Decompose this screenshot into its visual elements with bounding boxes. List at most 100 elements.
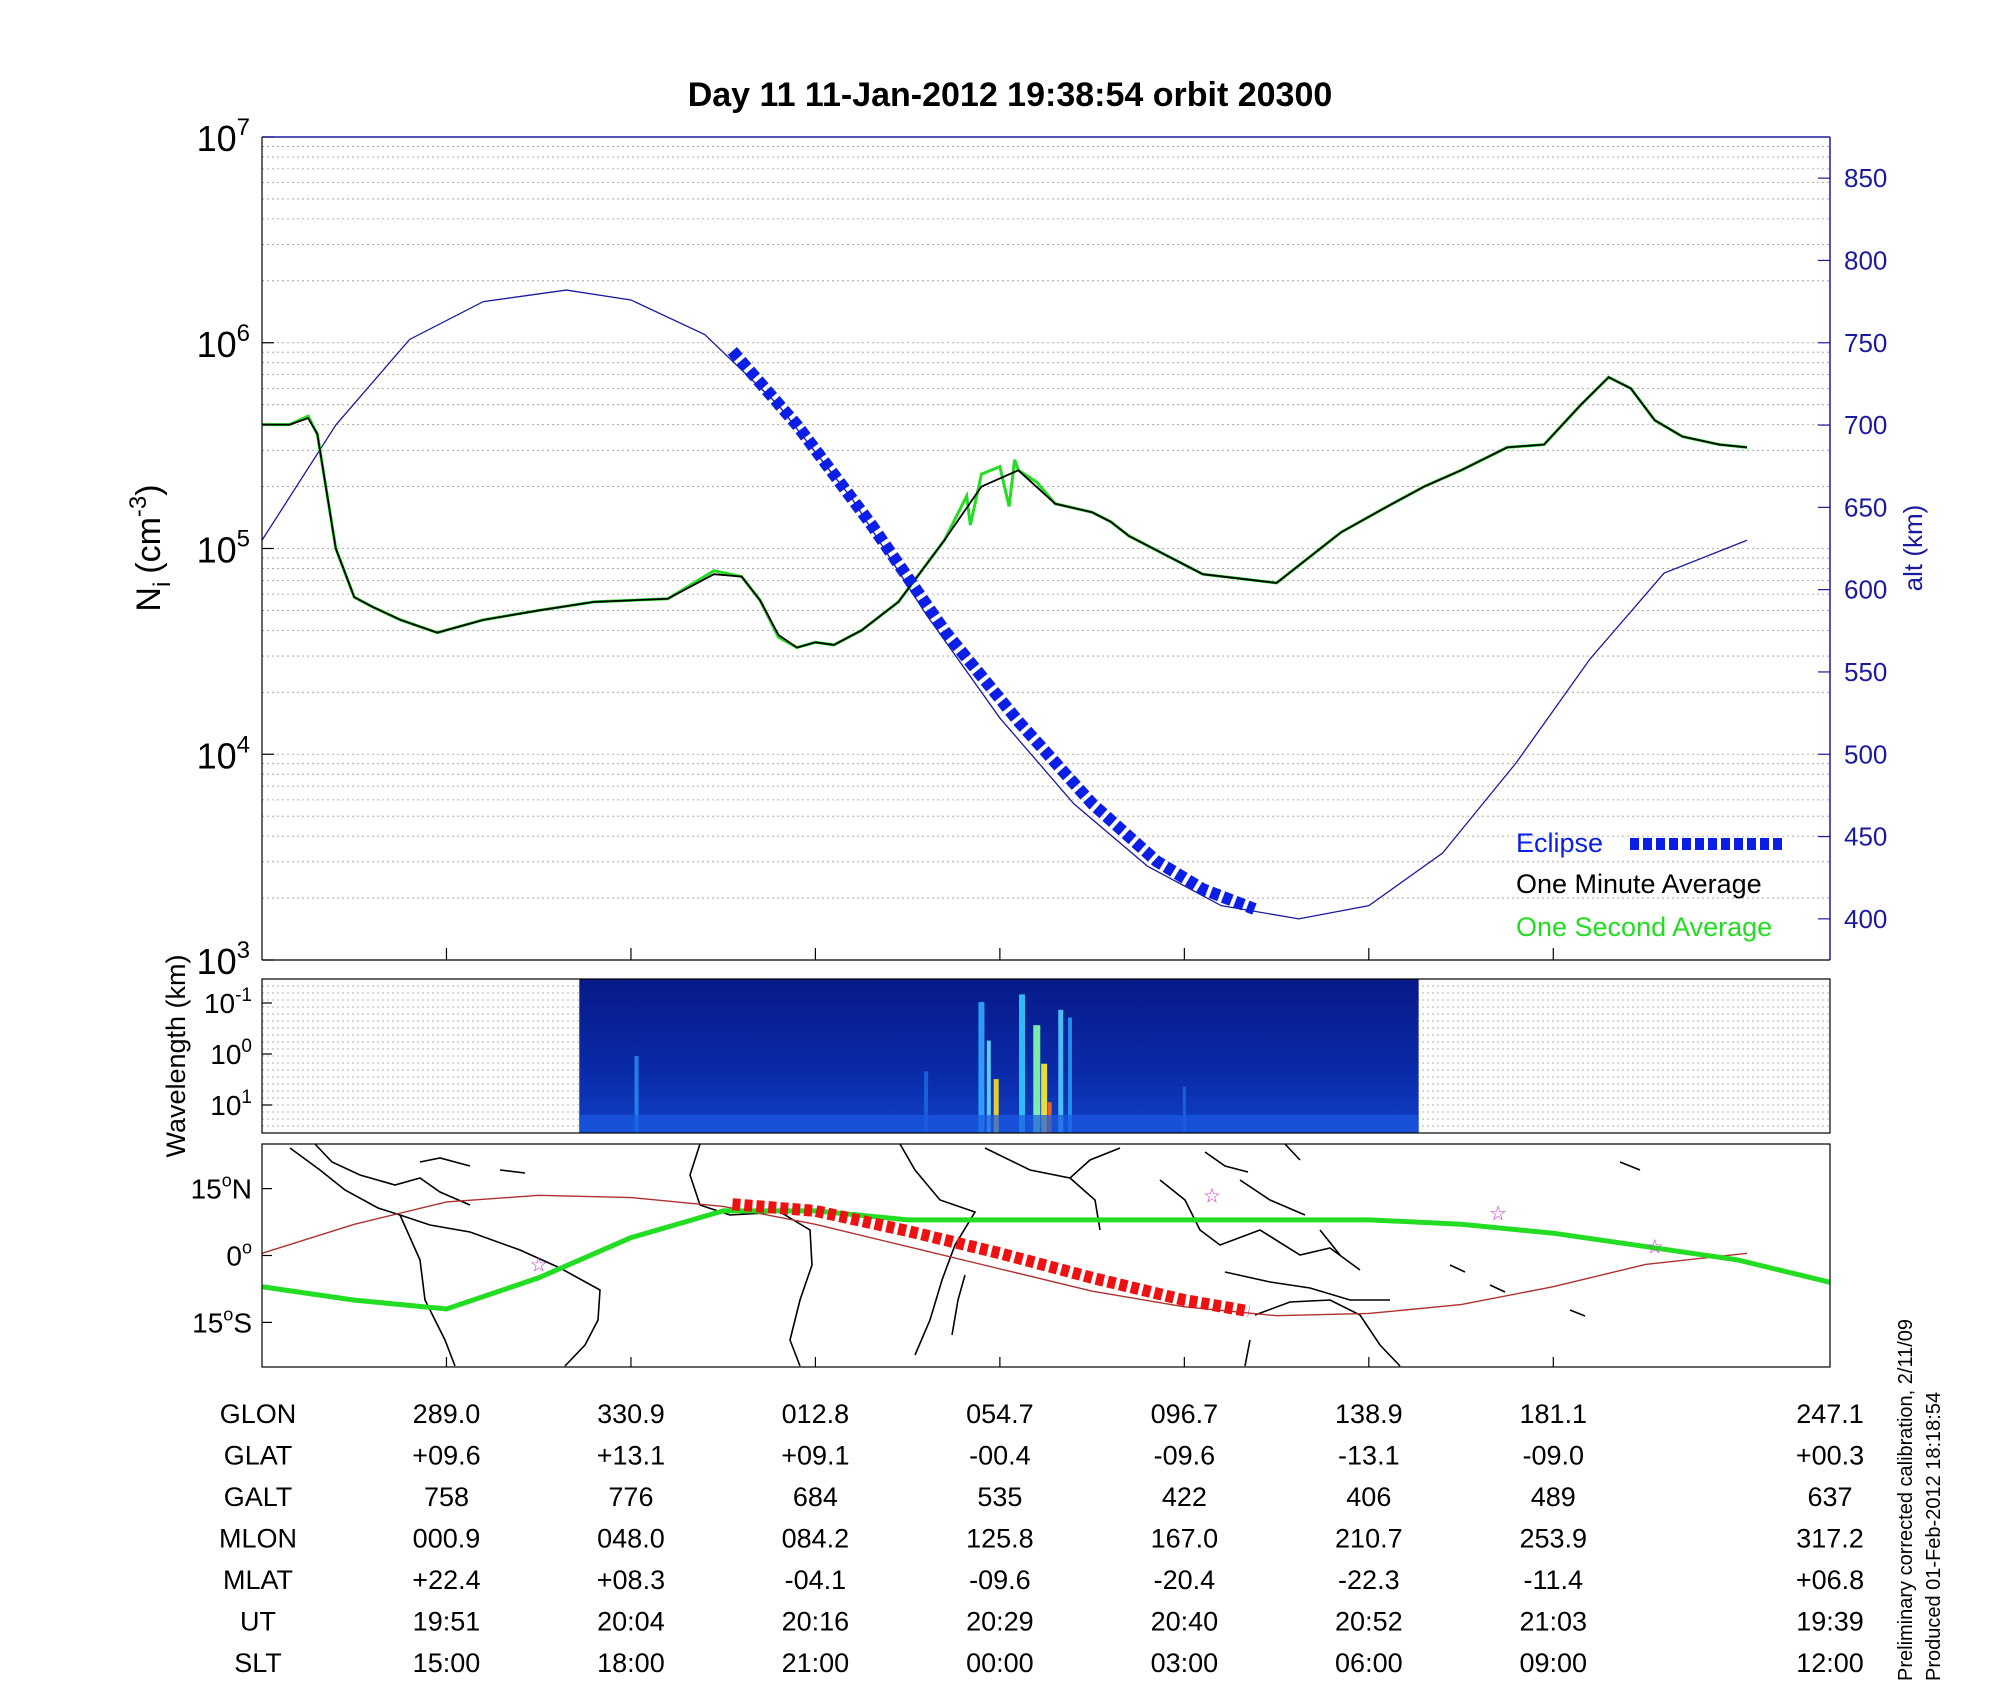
altitude-tick-label: 700 [1844,410,1887,440]
ephemeris-cell: 167.0 [1151,1524,1219,1554]
spectrogram-streak [924,1071,929,1133]
spectrogram-streak [1041,1063,1048,1133]
ephemeris-row-label: GALT [224,1482,293,1512]
ephemeris-cell: 330.9 [597,1399,665,1429]
ephemeris-cell: 758 [424,1482,469,1512]
density-y-label-main: N [130,587,168,612]
altitude-tick-label: 600 [1844,575,1887,605]
ephemeris-cell: 181.1 [1520,1399,1588,1429]
ephemeris-row-label: GLAT [224,1441,293,1471]
ephemeris-cell: 422 [1162,1482,1207,1512]
ephemeris-cell: -09.6 [969,1565,1031,1595]
altitude-axis: 400 450 500 550 600 650 700 750 800 850 [1818,163,1887,934]
density-y-axis: 103 104 105 106 107 [197,114,274,982]
ephemeris-cell: +09.1 [781,1441,849,1471]
ephemeris-cell: -04.1 [785,1565,847,1595]
legend-one-minute-label: One Minute Average [1516,869,1762,899]
legend-eclipse-label: Eclipse [1516,828,1603,858]
magnetic-equator-line [261,1208,1831,1312]
spectrogram-y-axis: 10-1 100 101 [204,985,272,1121]
density-panel: 103 104 105 106 107 400 450 500 550 600 650 700 750… [125,114,1928,982]
ephemeris-cell: -13.1 [1338,1441,1400,1471]
density-gridlines [262,146,1830,961]
orbit-track-line [261,1194,1748,1317]
density-y-label-sup: -3 [125,496,152,517]
coastline-south-america-west [399,1214,456,1367]
density-y-label-unit: (cm [130,517,168,574]
station-star-marker: ☆ [1489,1203,1507,1225]
ephemeris-cell: 535 [977,1482,1022,1512]
ephemeris-cell: 12:00 [1796,1648,1864,1678]
ephemeris-cell: 00:00 [966,1648,1034,1678]
altitude-tick-label: 850 [1844,163,1887,193]
ephemeris-cell: 684 [793,1482,838,1512]
ephemeris-cell: -20.4 [1154,1565,1216,1595]
spectrogram-streak [978,1002,985,1133]
ephemeris-cell: -11.4 [1524,1565,1584,1595]
ephemeris-cell: 637 [1807,1482,1852,1512]
ephemeris-cell: 18:00 [597,1648,665,1678]
ephemeris-cell: 096.7 [1151,1399,1219,1429]
altitude-tick-label: 750 [1844,328,1887,358]
spectrogram-panel: 10-1 100 101 Wavelength (km) [161,954,1831,1158]
map-y-axis: 15oN 0o 15oS [191,1171,272,1338]
station-star-marker: ☆ [1203,1185,1221,1207]
spectrogram-features [579,994,1419,1133]
coastline-southeast-asia [1159,1179,1361,1271]
ephemeris-cell: +00.3 [1796,1441,1864,1471]
density-y-label-close: ) [130,484,168,495]
ephemeris-cell: 138.9 [1335,1399,1403,1429]
y-tick-label: 103 [197,937,250,982]
spectrogram-y-tick-label: 101 [210,1087,252,1121]
ephemeris-cell: 247.1 [1796,1399,1864,1429]
map-y-tick-label: 15oS [192,1304,252,1338]
density-x-ticks [445,948,1554,960]
map-panel: ☆ ☆ ☆ ☆ 15oN 0o 15oS [191,1143,1831,1368]
ephemeris-cell: 012.8 [782,1399,850,1429]
coastline-north-america [314,1143,471,1206]
ephemeris-row-label: GLON [220,1399,297,1429]
ephemeris-table: GLON 289.0 330.9 012.8 054.7 096.7 138.9 181.1 2… [219,1399,1864,1678]
altitude-tick-label: 650 [1844,492,1887,522]
ephemeris-cell: 489 [1531,1482,1576,1512]
footnote-produced: Produced 01-Feb-2012 18:18:54 [1923,1392,1945,1681]
map-y-tick-label: 15oN [191,1171,252,1205]
spectrogram-streak [1033,1025,1041,1133]
ephemeris-cell: +22.4 [412,1565,480,1595]
ephemeris-cell: 09:00 [1520,1648,1588,1678]
density-y-label-sub: i [149,582,176,587]
ephemeris-cell: 253.9 [1520,1524,1588,1554]
density-series [261,289,1748,920]
coastline-australia [1244,1299,1401,1367]
altitude-tick-label: 550 [1844,657,1887,687]
ephemeris-cell: 289.0 [413,1399,481,1429]
ephemeris-cell: +08.3 [597,1565,665,1595]
eclipse-track-line [731,1198,1250,1318]
ephemeris-cell: 15:00 [413,1648,481,1678]
altitude-tick-label: 500 [1844,739,1887,769]
ephemeris-cell: +13.1 [597,1441,665,1471]
ephemeris-cell: 03:00 [1151,1648,1219,1678]
ephemeris-cell: 776 [608,1482,653,1512]
station-star-marker: ☆ [1646,1237,1664,1259]
ephemeris-cell: +09.6 [412,1441,480,1471]
map-y-tick-label: 0o [226,1238,252,1272]
ephemeris-row-label: UT [240,1607,276,1637]
legend-one-second-label: One Second Average [1516,912,1772,942]
spectrogram-streak [634,1056,639,1133]
spectrogram-streak [1067,1017,1072,1133]
spectrogram-border [261,978,1831,1134]
ephemeris-cell: -00.4 [969,1441,1031,1471]
ephemeris-cell: 054.7 [966,1399,1034,1429]
eclipse-line [727,347,1257,915]
coastline-madagascar [951,1274,966,1336]
ephemeris-cell: 19:39 [1796,1607,1864,1637]
map-x-ticks [445,1357,1554,1367]
ephemeris-row-label: MLON [219,1524,297,1554]
ephemeris-cell: 06:00 [1335,1648,1403,1678]
ephemeris-row-label: MLAT [223,1565,293,1595]
altitude-tick-label: 450 [1844,822,1887,852]
ephemeris-cell: 20:29 [966,1607,1034,1637]
ephemeris-cell: 084.2 [782,1524,850,1554]
spectrogram-streak [993,1079,999,1133]
